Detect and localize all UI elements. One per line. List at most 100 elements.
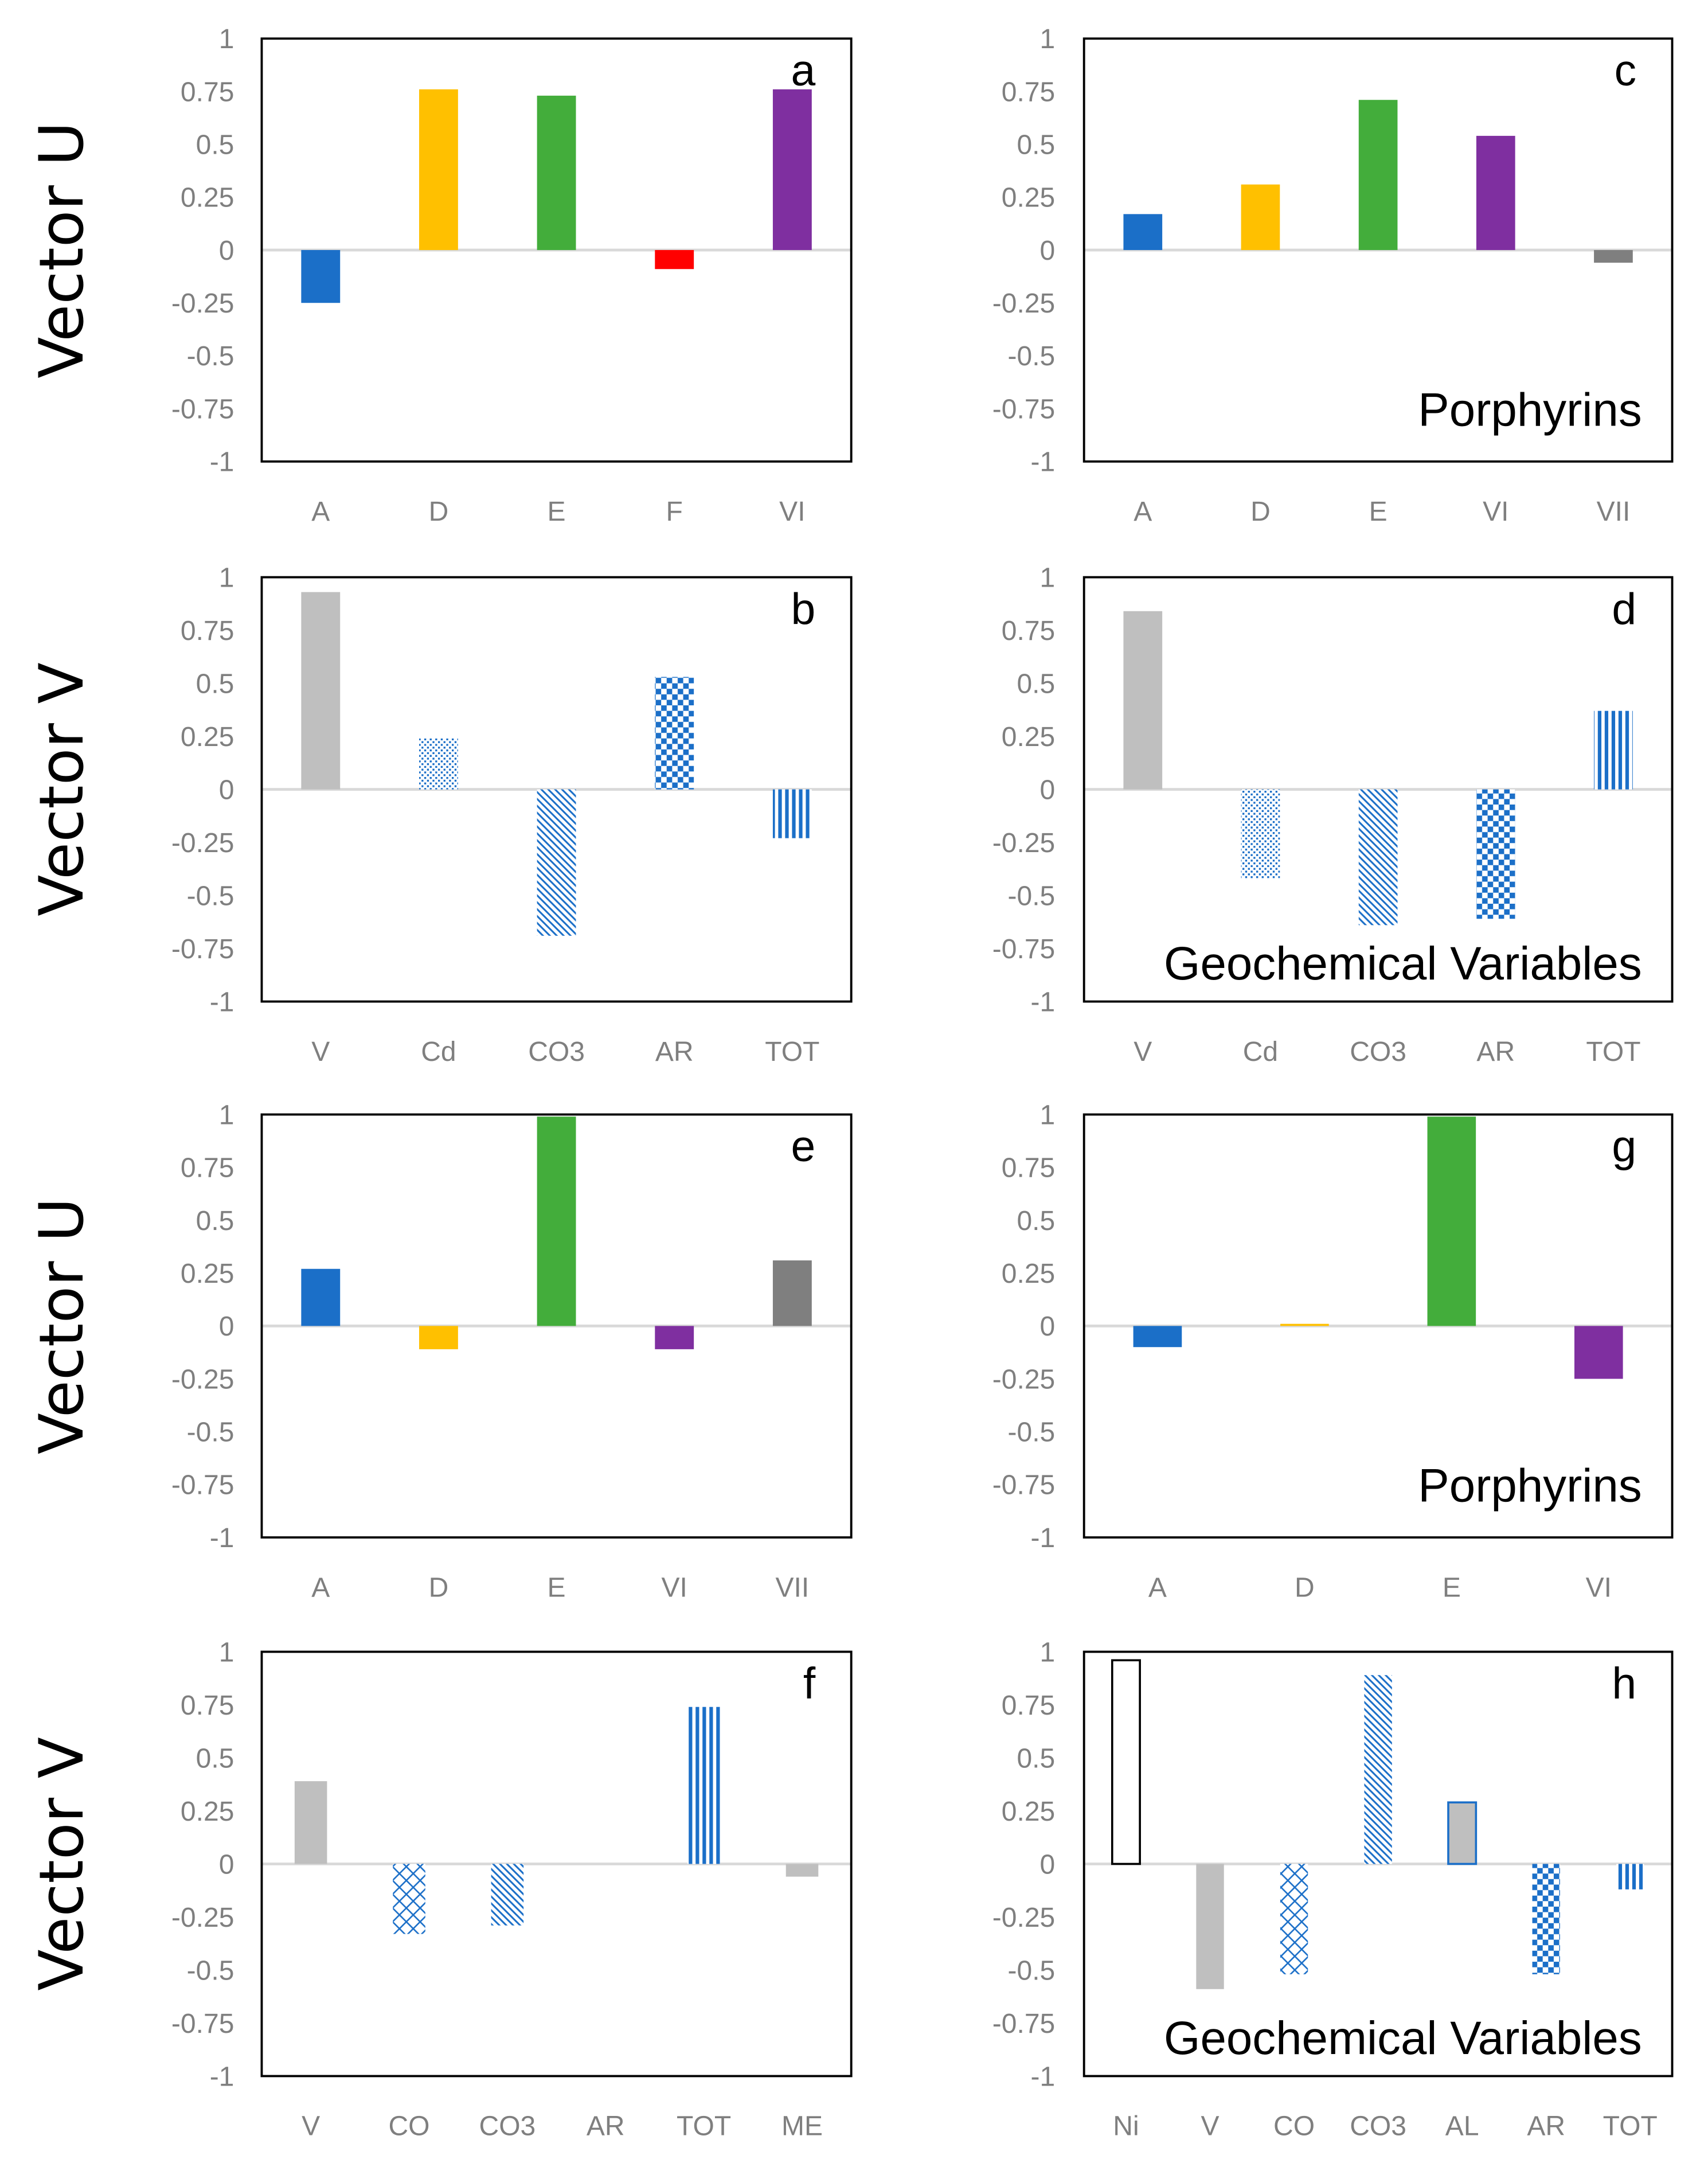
y-tick-label: 1	[219, 24, 234, 54]
bar-a	[301, 250, 341, 303]
y-tick-label: 1	[219, 1100, 234, 1130]
bar-me	[785, 1864, 819, 1877]
x-tick-label: E	[1369, 497, 1387, 527]
panel-h: 1 0.75 0.5 0.25 0 -0.25 -0.5 -0.75 -1 Ni V CO CO3 AL A…	[992, 1637, 1674, 2142]
y-tick-label: -0.75	[171, 934, 234, 965]
bar-ar	[655, 677, 694, 790]
x-tick-label: AR	[1476, 1037, 1515, 1067]
bar-co3	[1364, 1675, 1392, 1864]
y-tick-label: 0.75	[181, 1153, 234, 1184]
bar-tot	[1594, 710, 1633, 790]
x-tick-label: Ni	[1113, 2111, 1139, 2142]
bar-v	[1196, 1864, 1224, 1989]
y-tick-label: 0.5	[196, 1206, 234, 1236]
x-tick-label: ME	[781, 2111, 823, 2142]
bar-tot	[772, 789, 812, 838]
y-tick-label: -0.25	[171, 1903, 234, 1933]
y-tick-label: -0.25	[992, 828, 1055, 858]
y-tick-label: 0.5	[196, 669, 234, 699]
y-tick-label: 0.5	[1017, 1206, 1055, 1236]
x-tick-label: CO3	[528, 1037, 585, 1067]
panel-letter: d	[1612, 584, 1636, 634]
plot-frame	[260, 1113, 853, 1539]
panel-note: Porphyrins	[1418, 384, 1641, 436]
bar-d	[1280, 1323, 1329, 1326]
x-tick-label: V	[1134, 1037, 1152, 1067]
y-tick-label: 0.25	[181, 1259, 234, 1289]
x-tick-label: D	[429, 497, 449, 527]
panel-note: Geochemical Variables	[1164, 2012, 1642, 2064]
y-tick-label: -0.5	[187, 1418, 234, 1448]
y-tick-label: 0.5	[1017, 130, 1055, 160]
bar-ar	[1476, 789, 1515, 919]
bar-d	[419, 89, 458, 251]
y-tick-label: -0.25	[171, 1364, 234, 1395]
y-tick-label: 0	[219, 236, 234, 266]
y-tick-label: 1	[1040, 1637, 1056, 1668]
row-label: Vector V	[26, 662, 97, 916]
y-tick-label: 0.75	[1002, 1153, 1055, 1184]
x-tick-label: VI	[1586, 1572, 1612, 1603]
y-tick-label: 0	[1040, 1849, 1056, 1880]
x-tick-label: Cd	[421, 1037, 456, 1067]
y-tick-label: 0.75	[1002, 77, 1055, 107]
y-tick-label: -0.5	[187, 341, 234, 372]
plot-frame	[260, 37, 853, 463]
y-tick-label: 0	[1040, 236, 1056, 266]
row-label: Vector U	[26, 122, 97, 378]
y-tick-label: -0.75	[992, 2009, 1055, 2039]
y-tick-label: 0	[219, 775, 234, 805]
y-tick-label: 1	[219, 1637, 234, 1668]
plot-frame	[1082, 37, 1674, 463]
plot-frame	[260, 1650, 853, 2078]
x-tick-label: A	[1148, 1572, 1167, 1603]
x-tick-label: VII	[776, 1572, 810, 1603]
panel-b: 1 0.75 0.5 0.25 0 -0.25 -0.5 -0.75 -1 V Cd CO3 AR TOT…	[171, 563, 853, 1067]
x-tick-label: TOT	[765, 1037, 819, 1067]
y-tick-label: -0.25	[171, 288, 234, 319]
y-tick-label: -0.75	[171, 394, 234, 424]
bar-co3	[537, 789, 576, 936]
y-tick-label: 0.25	[1002, 183, 1055, 213]
bar-al	[1447, 1801, 1478, 1865]
x-tick-label: CO	[388, 2111, 429, 2142]
y-tick-label: 0.5	[196, 1743, 234, 1774]
bar-v	[1123, 611, 1163, 790]
y-tick-label: -0.75	[171, 2009, 234, 2039]
y-tick-label: 0.25	[1002, 1259, 1055, 1289]
y-tick-label: 0	[1040, 775, 1056, 805]
panel-f: 1 0.75 0.5 0.25 0 -0.25 -0.5 -0.75 -1 V CO CO3 AR TOT…	[171, 1637, 853, 2142]
y-tick-label: 0	[1040, 1311, 1056, 1342]
x-tick-label: TOT	[1586, 1037, 1640, 1067]
panel-g: 1 0.75 0.5 0.25 0 -0.25 -0.5 -0.75 -1 A D E VI g Porph…	[992, 1100, 1674, 1603]
bar-co	[1280, 1864, 1308, 1974]
bar-a	[1133, 1326, 1182, 1348]
y-tick-label: -1	[210, 447, 234, 478]
bar-e	[1358, 100, 1398, 251]
bar-d	[419, 1326, 458, 1349]
x-tick-label: AR	[655, 1037, 694, 1067]
panel-letter: c	[1615, 46, 1636, 95]
x-tick-label: D	[429, 1572, 449, 1603]
y-tick-label: 0.75	[181, 1690, 234, 1721]
y-tick-label: -1	[1031, 2061, 1056, 2092]
y-tick-label: -0.75	[992, 934, 1055, 965]
x-tick-label: A	[1134, 497, 1152, 527]
y-tick-label: -0.25	[992, 1903, 1055, 1933]
bar-co	[393, 1864, 425, 1934]
x-tick-label: D	[1295, 1572, 1315, 1603]
y-tick-label: 0.75	[181, 77, 234, 107]
x-tick-label: V	[1201, 2111, 1220, 2142]
y-tick-label: -1	[1031, 1523, 1056, 1553]
bar-f	[655, 250, 694, 270]
panel-letter: g	[1612, 1122, 1636, 1171]
y-tick-label: 1	[1040, 563, 1056, 593]
y-tick-label: -1	[1031, 987, 1056, 1017]
y-tick-label: -1	[1031, 447, 1056, 478]
panel-letter: a	[791, 46, 815, 95]
y-tick-label: 0	[219, 1311, 234, 1342]
y-tick-label: 1	[1040, 24, 1056, 54]
x-tick-label: TOT	[677, 2111, 731, 2142]
y-tick-label: 0.25	[181, 1797, 234, 1827]
